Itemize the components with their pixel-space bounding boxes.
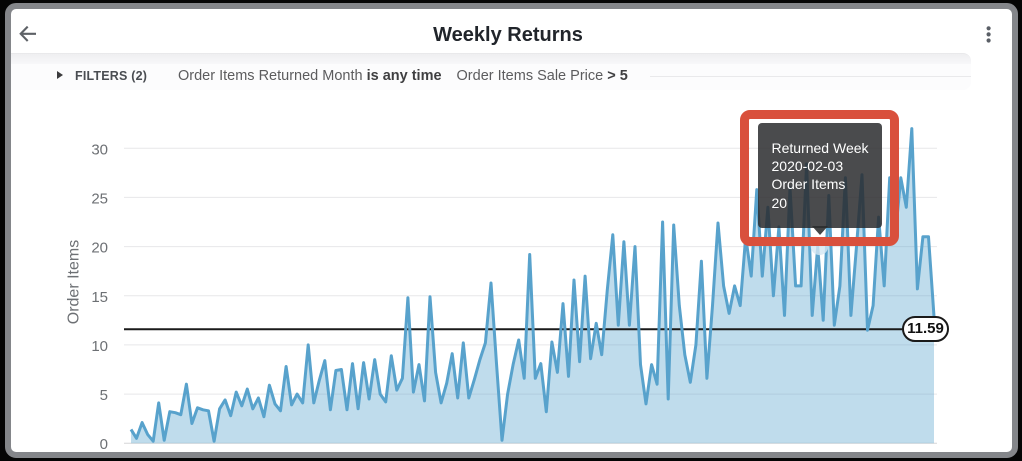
svg-text:Order Items: Order Items bbox=[66, 240, 83, 324]
svg-text:30: 30 bbox=[91, 141, 108, 158]
svg-text:0: 0 bbox=[100, 436, 108, 453]
svg-text:5: 5 bbox=[100, 387, 108, 404]
svg-text:15: 15 bbox=[91, 289, 108, 306]
svg-text:20: 20 bbox=[91, 240, 108, 257]
svg-text:10: 10 bbox=[91, 338, 108, 355]
svg-text:25: 25 bbox=[91, 190, 108, 207]
